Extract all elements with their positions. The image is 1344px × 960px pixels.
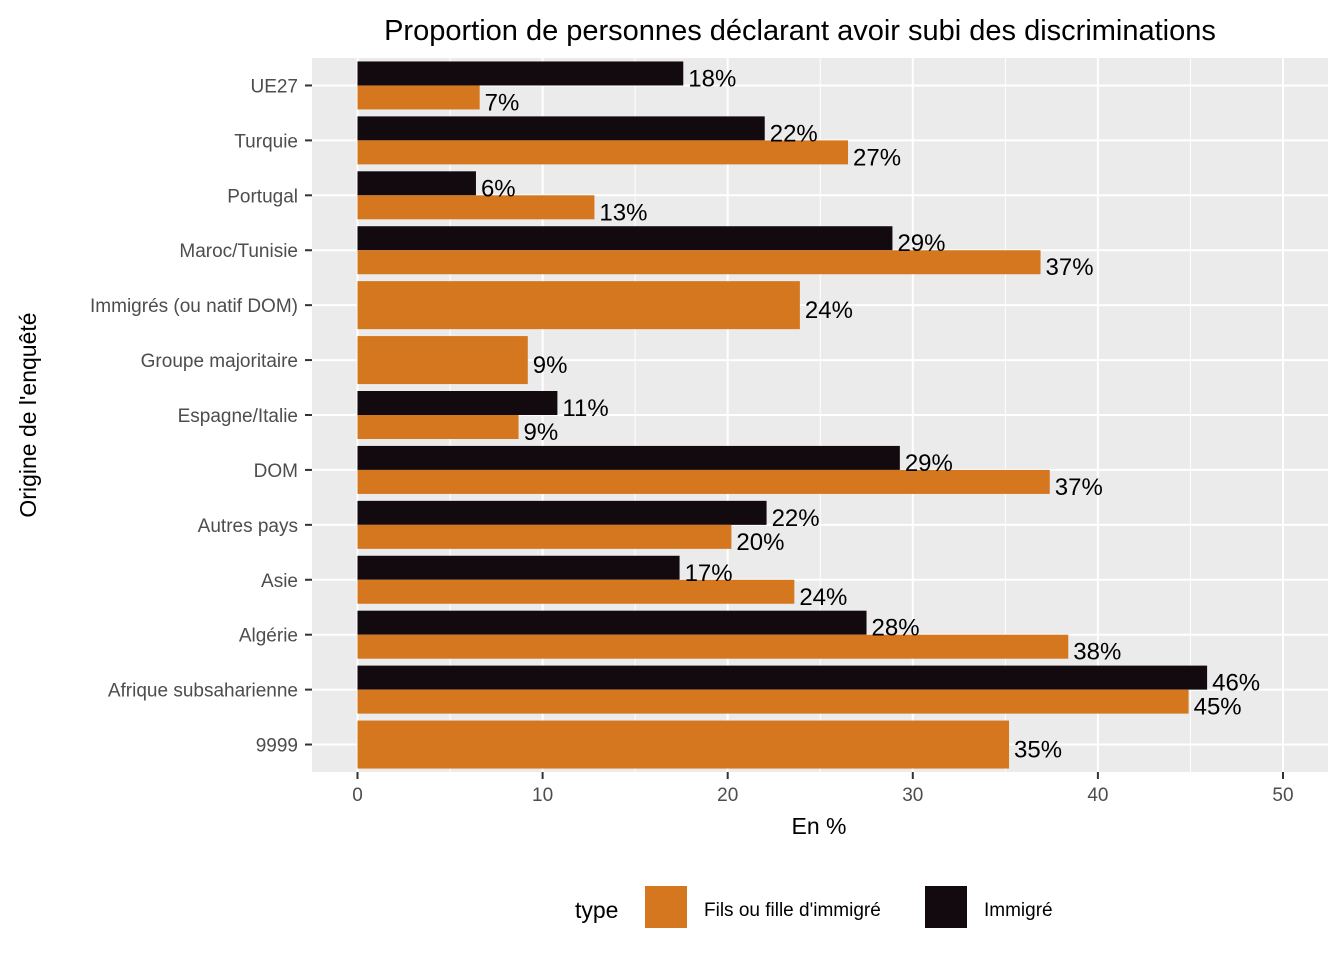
bar	[357, 415, 519, 439]
bar	[357, 720, 1010, 769]
data-label: 13%	[599, 199, 647, 226]
x-tick-label: 0	[352, 785, 363, 806]
bar	[357, 336, 528, 385]
x-axis-title: En %	[792, 813, 847, 839]
data-label: 9%	[533, 352, 568, 379]
data-label: 37%	[1055, 474, 1103, 501]
bar	[357, 250, 1041, 275]
legend-label: Immigré	[984, 900, 1053, 921]
x-tick-label: 50	[1272, 785, 1293, 806]
data-label: 35%	[1014, 737, 1062, 764]
data-label: 29%	[905, 450, 953, 477]
bar	[357, 469, 1050, 494]
bar	[357, 171, 476, 196]
y-tick-label: Asie	[261, 571, 298, 592]
x-axis: 0 10 20 30 40 50	[352, 772, 1294, 806]
bars	[357, 61, 1208, 769]
data-label: 28%	[872, 615, 920, 642]
legend-label: Fils ou fille d'immigré	[704, 900, 881, 921]
data-label: 24%	[805, 297, 853, 324]
legend-title: type	[575, 897, 618, 923]
y-tick-label: Espagne/Italie	[178, 406, 298, 427]
bar	[357, 524, 732, 549]
data-label: 29%	[897, 230, 945, 257]
legend: type Fils ou fille d'immigré Immigré	[575, 884, 1053, 930]
y-tick-label: Groupe majoritaire	[141, 351, 298, 372]
data-label: 24%	[799, 584, 847, 611]
data-label: 9%	[524, 419, 559, 446]
bar	[357, 195, 595, 220]
y-tick-label: Afrique subsaharienne	[108, 681, 298, 702]
y-tick-label: DOM	[254, 461, 298, 482]
y-tick-label: Algérie	[239, 626, 298, 647]
y-tick-label: Maroc/Tunisie	[179, 241, 298, 262]
y-tick-label: Autres pays	[198, 516, 298, 537]
data-label: 17%	[685, 560, 733, 587]
bar	[357, 391, 558, 415]
bar	[357, 500, 767, 525]
y-tick-label: 9999	[256, 736, 298, 757]
bar	[357, 226, 893, 251]
bar	[357, 579, 795, 604]
bar	[357, 665, 1208, 690]
data-label: 6%	[481, 175, 516, 202]
y-tick-label: UE27	[250, 76, 298, 97]
data-label: 38%	[1073, 639, 1121, 666]
x-tick-label: 10	[532, 785, 553, 806]
data-label: 37%	[1046, 254, 1094, 281]
data-label: 11%	[562, 395, 608, 422]
data-label: 7%	[485, 89, 520, 116]
bar	[357, 140, 849, 165]
bar	[357, 555, 680, 580]
bar	[357, 445, 900, 470]
y-tick-label: Turquie	[234, 131, 298, 152]
bar	[357, 85, 480, 110]
legend-key	[643, 884, 689, 930]
data-label: 20%	[736, 529, 784, 556]
bar	[357, 689, 1189, 714]
data-label: 18%	[688, 65, 736, 92]
y-tick-label: Portugal	[227, 186, 298, 207]
y-axis: UE27 Turquie Portugal Maroc/Tunisie Immigrés…	[90, 76, 312, 757]
x-tick-label: 20	[717, 785, 738, 806]
legend-key	[923, 884, 969, 930]
bar	[357, 116, 765, 141]
data-label: 27%	[853, 144, 901, 171]
y-axis-title: Origine de l'enquêté	[15, 312, 41, 517]
data-label: 45%	[1194, 694, 1242, 721]
bar	[357, 634, 1069, 659]
y-tick-label: Immigrés (ou natif DOM)	[90, 296, 298, 317]
chart-title: Proportion de personnes déclarant avoir …	[384, 15, 1216, 47]
x-tick-label: 40	[1087, 785, 1108, 806]
data-label: 46%	[1212, 670, 1260, 697]
data-label: 22%	[772, 505, 820, 532]
bar	[357, 61, 684, 86]
data-label: 22%	[770, 120, 818, 147]
bar	[357, 610, 867, 635]
bar	[357, 281, 800, 330]
x-tick-label: 30	[902, 785, 923, 806]
data-labels: 18%7%22%27%6%13%29%37%24%9%11%9%29%37%22…	[481, 65, 1260, 763]
